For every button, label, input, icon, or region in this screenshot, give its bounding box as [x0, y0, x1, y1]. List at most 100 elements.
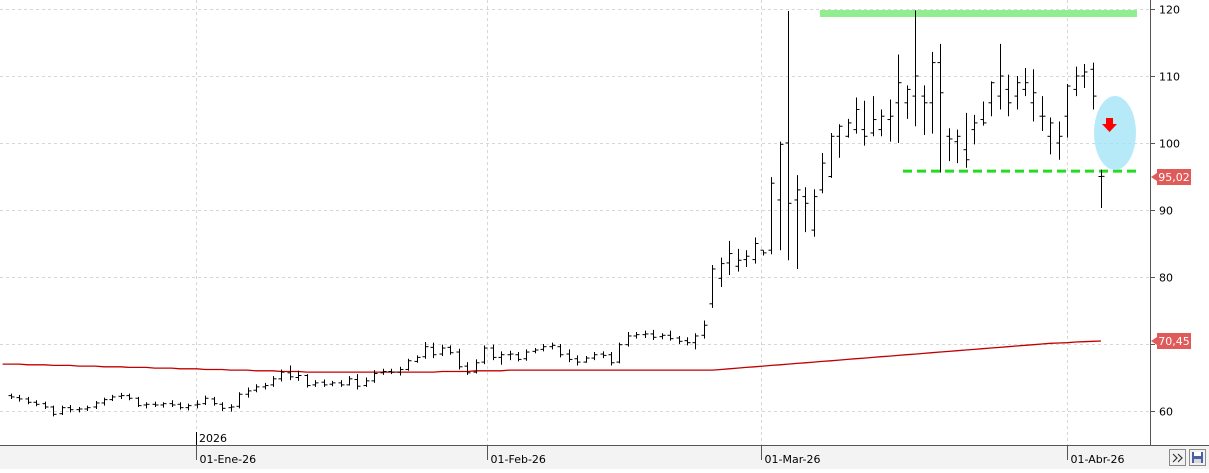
ohlc-bar [532, 348, 539, 354]
ohlc-bar [802, 187, 809, 233]
ohlc-bar [329, 380, 336, 387]
ohlc-bar [633, 331, 640, 339]
ohlc-bar [650, 329, 657, 340]
ohlc-bar [228, 404, 235, 412]
ohlc-bar [828, 132, 835, 178]
ohlc-bar [684, 337, 691, 346]
ohlc-bar [768, 177, 775, 255]
y-axis: 60708090100110120 [1150, 4, 1180, 419]
x-axis-area [0, 445, 1209, 469]
ohlc-bar [422, 341, 429, 359]
highlight-ellipse [1094, 96, 1136, 170]
ohlc-bar [515, 352, 522, 362]
ohlc-bar [583, 356, 590, 363]
ohlc-bar [439, 344, 446, 357]
ohlc-bar [904, 85, 911, 119]
ohlc-bar [954, 129, 961, 164]
ohlc-bar [278, 369, 285, 382]
ma-value-pointer [1151, 337, 1157, 345]
layout-toggle-button[interactable] [1169, 449, 1186, 466]
ohlc-bar [1064, 84, 1071, 138]
ohlc-bar [430, 342, 437, 359]
last-price-pointer [1151, 173, 1157, 181]
ohlc-bar [701, 320, 708, 339]
last-price-label: 95,02 [1158, 171, 1190, 184]
ohlc-bar [870, 96, 877, 137]
x-tick-label: 01-Ene-26 [200, 453, 257, 466]
ohlc-bar [777, 141, 784, 251]
resistance-zone [820, 10, 1137, 18]
ohlc-bar [549, 342, 556, 350]
ohlc-bar [608, 352, 615, 366]
ohlc-bar [388, 368, 395, 375]
annotations [1094, 96, 1136, 170]
y-tick-label: 110 [1159, 71, 1180, 84]
ohlc-bar [67, 404, 74, 413]
ohlc-bar [118, 392, 125, 399]
ohlc-bar [109, 394, 116, 401]
ohlc-bar [397, 366, 404, 376]
arrows-icon [1172, 453, 1183, 463]
ohlc-bar [667, 330, 674, 341]
ohlc-bar [312, 380, 319, 387]
ohlc-bar [202, 395, 209, 405]
ohlc-bars [8, 10, 1105, 417]
grid-lines [0, 0, 1150, 445]
ohlc-bar [752, 237, 759, 264]
ohlc-bar [726, 240, 733, 275]
ohlc-bar [185, 403, 192, 411]
ohlc-bar [853, 97, 860, 134]
ohlc-bar [625, 331, 632, 347]
ohlc-bar [878, 109, 885, 137]
ohlc-bar [937, 43, 944, 173]
y-tick-label: 100 [1159, 138, 1180, 151]
ohlc-bar [574, 355, 581, 366]
ohlc-bar [16, 394, 23, 402]
ohlc-bar [861, 100, 868, 146]
moving-average-line [2, 340, 1102, 373]
ohlc-bar [642, 330, 649, 338]
ohlc-bar [988, 81, 995, 117]
ohlc-bar [143, 402, 150, 409]
ohlc-bar [490, 344, 497, 361]
ohlc-bar [414, 355, 421, 363]
ohlc-bar [616, 342, 623, 364]
ma-value-badge [1157, 333, 1191, 349]
ohlc-bar [236, 392, 243, 409]
ohlc-bar [321, 379, 328, 387]
ohlc-bar [507, 350, 514, 361]
ohlc-bar [447, 345, 454, 355]
plot-background [0, 0, 1150, 445]
ohlc-bar [946, 128, 953, 162]
ohlc-bar [1022, 67, 1029, 97]
ohlc-bar [169, 400, 176, 407]
ohlc-bar [481, 345, 488, 365]
ohlc-bar [1056, 121, 1063, 160]
ohlc-bar [76, 406, 83, 413]
ohlc-bar [523, 349, 530, 361]
x-tick-label: 01-Feb-26 [491, 453, 546, 466]
ohlc-bar [262, 382, 269, 390]
ohlc-bar [194, 400, 201, 409]
ohlc-bar [1014, 76, 1021, 110]
ohlc-bar [540, 344, 547, 352]
ohlc-bar [557, 344, 564, 358]
ohlc-bar [1073, 66, 1080, 97]
ohlc-bar [456, 348, 463, 370]
save-button[interactable] [1189, 449, 1206, 466]
ohlc-bar [819, 153, 826, 194]
ohlc-bar [371, 370, 378, 383]
ohlc-bar [152, 401, 159, 407]
ohlc-bar [676, 335, 683, 344]
ohlc-bar [692, 333, 699, 350]
ohlc-bar [295, 370, 302, 381]
ohlc-bar [405, 358, 412, 371]
ohlc-bar [785, 11, 792, 261]
ohlc-bar [811, 189, 818, 237]
ohlc-bar [93, 400, 100, 409]
ohlc-bar [1081, 63, 1088, 89]
ohlc-bar [912, 10, 919, 127]
ohlc-bar [346, 376, 353, 386]
ohlc-bar [718, 257, 725, 288]
